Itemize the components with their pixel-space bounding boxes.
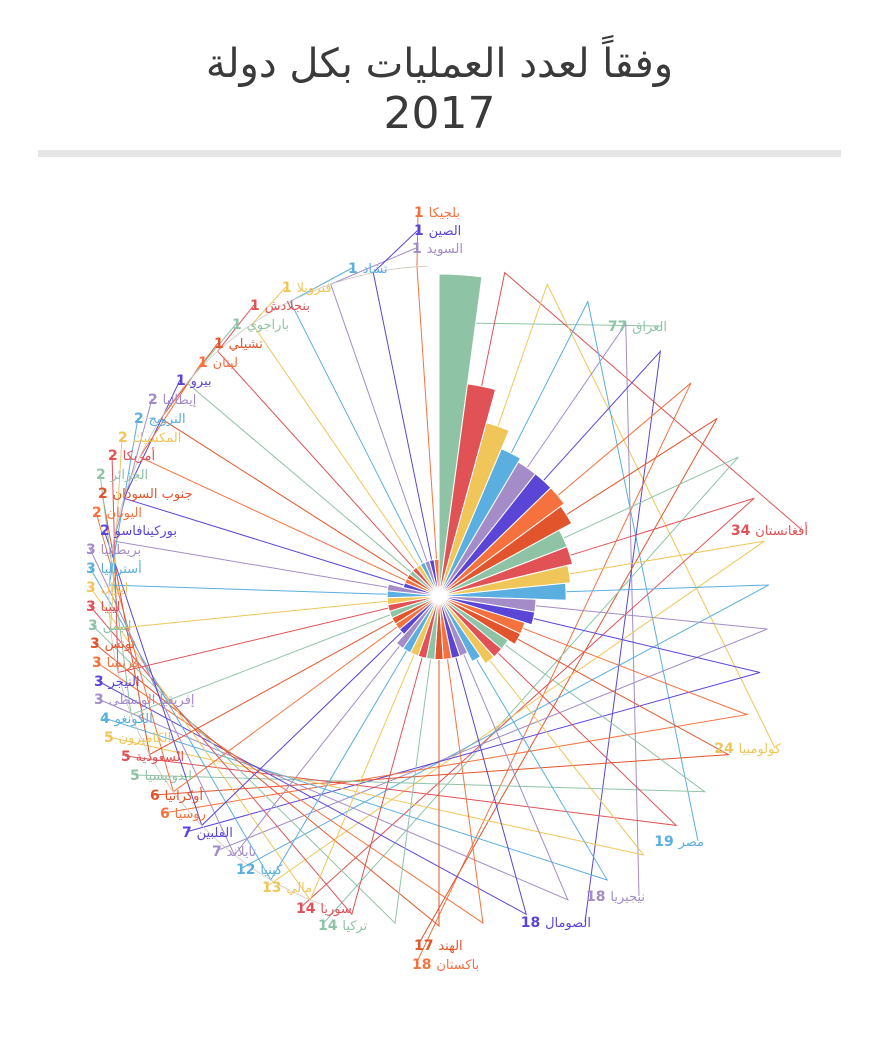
leader-line-23 <box>95 658 484 925</box>
slice-label-3: كولومبيا 24 <box>714 741 782 757</box>
slice-8 <box>438 505 573 597</box>
slice-20 <box>438 595 482 663</box>
leader-line-24 <box>93 642 440 928</box>
slice-12 <box>438 582 567 601</box>
slice-label-21: إفريقيا الوسطى 3 <box>94 692 195 708</box>
chart-title: وفقاً لعدد العمليات بكل دولة <box>205 41 674 87</box>
slice-label-37: إيطاليا 2 <box>148 392 196 408</box>
leader-line-47 <box>416 211 438 560</box>
leader-ring <box>108 265 428 907</box>
slice-label-25: اليمن 3 <box>88 618 132 634</box>
slice-label-7: باكستان 18 <box>412 957 479 973</box>
slice-29 <box>395 595 440 650</box>
slice-label-14: الفلبين 7 <box>182 825 233 841</box>
slice-label-13: تايلاند 7 <box>212 844 256 860</box>
slice-label-4: مصر 19 <box>654 834 704 850</box>
slice-4 <box>438 448 522 597</box>
leader-line-17 <box>133 644 707 793</box>
slice-label-6: الصومال 18 <box>521 915 591 931</box>
slice-label-41: باراجوي 1 <box>232 317 289 333</box>
leader-line-22 <box>97 657 527 916</box>
leader-line-10 <box>299 497 755 909</box>
leader-line-16 <box>153 638 731 796</box>
slice-label-19: الكاميرون 5 <box>104 730 171 746</box>
leader-line-20 <box>103 658 609 881</box>
slice-label-11: مالي 13 <box>262 880 312 896</box>
leader-line-5 <box>526 322 640 897</box>
slice-label-12: كينيا 12 <box>236 862 283 878</box>
slice-label-30: بوركينافاسو 2 <box>100 523 177 539</box>
leader-line-45 <box>330 247 428 562</box>
slice-label-10: سوريا 14 <box>296 901 352 917</box>
slice-labels: العراق 77 أفغانستان 34 كولومبيا 24 مصر 19 ني… <box>86 205 808 973</box>
slice-label-45: السويد 1 <box>412 241 463 257</box>
leader-line-11 <box>265 540 765 888</box>
slice-label-2: أفغانستان 34 <box>731 522 808 539</box>
slice-3 <box>438 422 510 597</box>
leader-line-4 <box>510 299 699 842</box>
leader-lines <box>89 211 803 965</box>
leader-line-13 <box>215 605 768 852</box>
slice-label-35: المكسيك 2 <box>118 430 181 446</box>
slice-label-33: الجزائر 2 <box>96 467 148 483</box>
slice-10 <box>438 546 574 597</box>
leader-line-33 <box>99 473 391 716</box>
slice-label-23: فرنسا 3 <box>92 655 139 671</box>
slice-label-36: النرويج 2 <box>134 411 186 427</box>
slice-label-17: اندونيسيا 5 <box>130 768 192 784</box>
slice-19 <box>438 595 495 665</box>
slice-label-24: تونس 3 <box>90 636 136 652</box>
slice-label-39: لبنان 1 <box>198 355 238 371</box>
slice-label-9: تركيا 14 <box>318 918 368 934</box>
slice-label-44: تشاد 1 <box>348 261 388 277</box>
leader-line-3 <box>497 282 776 749</box>
leader-line-12 <box>239 584 770 870</box>
slice-label-22: النيجر 3 <box>94 674 140 690</box>
slice-label-18: السعودية 5 <box>121 749 184 765</box>
slice-label-38: بيرو 1 <box>176 373 212 389</box>
leader-line-18 <box>124 652 678 827</box>
slice-label-27: إيران 3 <box>86 580 128 596</box>
leader-line-9 <box>321 456 739 926</box>
chart-year: 2017 <box>383 88 496 139</box>
title-divider <box>38 150 841 157</box>
slice-label-5: نيجيريا 18 <box>586 889 645 905</box>
leader-line-26 <box>89 605 423 916</box>
leader-line-6 <box>543 349 662 923</box>
slice-label-15: روسيا 6 <box>160 806 206 822</box>
slice-label-34: أمريكا 2 <box>108 447 155 464</box>
slice-47 <box>433 558 440 597</box>
slice-label-28: أستراليا 3 <box>86 560 142 577</box>
slice-label-40: تشيلي 1 <box>214 336 263 352</box>
slice-label-26: ليبيا 3 <box>86 599 120 615</box>
leader-line-1 <box>457 322 662 327</box>
chart-slices <box>386 273 574 665</box>
slice-label-42: بنجلادش 1 <box>250 298 310 314</box>
slice-11 <box>438 564 572 597</box>
slice-label-47: بلجيكا 1 <box>414 205 460 221</box>
slice-label-1: العراق 77 <box>608 319 667 335</box>
leader-line-46 <box>372 229 433 561</box>
leader-line-25 <box>91 624 432 925</box>
slice-label-8: الهند 17 <box>414 938 463 954</box>
slice-16 <box>438 595 522 646</box>
slice-label-20: الكونغو 4 <box>100 711 153 727</box>
slice-label-32: جنوب السودان 2 <box>98 486 193 502</box>
slice-label-16: أوكرانيا 6 <box>150 787 203 804</box>
slice-label-29: بريطانيا 3 <box>86 542 141 558</box>
slice-label-43: فنزويلا 1 <box>282 280 332 296</box>
slice-label-31: اليونان 2 <box>92 505 142 521</box>
slice-label-46: الصين 1 <box>414 223 461 239</box>
slice-7 <box>438 487 566 597</box>
